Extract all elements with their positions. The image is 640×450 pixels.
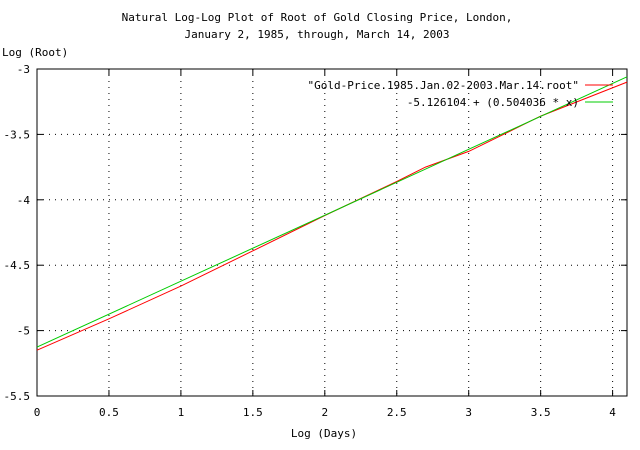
ticks: -5.5 -5 -4.5 -4 -3.5 -3 0 0.5 1 1.5 2 2.5 3 3.5 4 [4, 63, 627, 419]
plot-frame [36, 68, 628, 397]
x-tick-label: 4 [609, 406, 616, 419]
x-tick-label: 2 [321, 406, 328, 419]
x-tick-label: 0 [34, 406, 41, 419]
y-tick-label: -4.5 [4, 259, 31, 272]
x-axis-label: Log (Days) [291, 427, 357, 440]
y-tick-label: -3 [17, 63, 30, 76]
chart-title-line-1: Natural Log-Log Plot of Root of Gold Clo… [122, 11, 513, 24]
x-tick-label: 3 [465, 406, 472, 419]
x-tick-label: 1.5 [243, 406, 263, 419]
chart-title-line-2: January 2, 1985, through, March 14, 2003 [185, 28, 450, 41]
series-line-1 [36, 81, 628, 351]
x-tick-label: 0.5 [99, 406, 119, 419]
series-group [36, 76, 628, 351]
legend: "Gold-Price.1985.Jan.02-2003.Mar.14.root… [307, 79, 613, 109]
x-tick-label: 1 [178, 406, 185, 419]
grid [37, 69, 627, 396]
y-tick-label: -3.5 [4, 128, 31, 141]
y-tick-label: -5.5 [4, 390, 31, 403]
series-line-2 [36, 76, 628, 348]
legend-label-1: "Gold-Price.1985.Jan.02-2003.Mar.14.root… [307, 79, 579, 92]
legend-label-2: -5.126104 + (0.504036 * x) [407, 96, 579, 109]
y-tick-label: -4 [17, 194, 31, 207]
x-tick-label: 2.5 [387, 406, 407, 419]
y-axis-label: Log (Root) [2, 46, 68, 59]
y-tick-label: -5 [17, 325, 30, 338]
x-tick-label: 3.5 [531, 406, 551, 419]
